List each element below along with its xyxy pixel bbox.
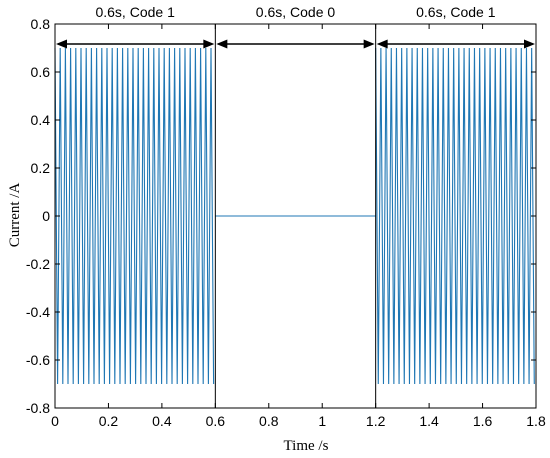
- x-tick-label: 0: [51, 413, 59, 429]
- x-tick-label: 1.8: [526, 413, 546, 429]
- annotation-layer: 0.6s, Code 1 0.6s, Code 0 0.6s, Code 1: [56, 4, 535, 49]
- x-tick-label: 1.4: [419, 413, 439, 429]
- x-tick-label: 1: [318, 413, 326, 429]
- annotation-label: 0.6s, Code 0: [256, 4, 336, 20]
- annotation-arrow-head-left: [376, 39, 388, 49]
- annotation-arrow-head-left: [216, 39, 228, 49]
- x-tick-label: 1.6: [473, 413, 493, 429]
- y-tick-label: -0.8: [26, 400, 50, 416]
- x-tick-label: 0.6: [206, 413, 226, 429]
- y-tick-label: -0.4: [26, 304, 50, 320]
- series-0-segment-2: [375, 47, 535, 385]
- signal-layer: [54, 47, 535, 385]
- y-axis-title: Current /A: [7, 183, 23, 248]
- y-tick-label: 0.6: [31, 64, 51, 80]
- y-tick-label: -0.2: [26, 256, 50, 272]
- annotation-arrow-head-right: [203, 39, 215, 49]
- y-tick-label: -0.6: [26, 352, 50, 368]
- annotation-arrow-head-left: [56, 39, 67, 49]
- x-tick-label: 1.2: [366, 413, 386, 429]
- y-tick-label: 0.2: [31, 160, 51, 176]
- annotation-label: 0.6s, Code 1: [95, 4, 175, 20]
- annotation-label: 0.6s, Code 1: [416, 4, 496, 20]
- y-tick-label: 0.8: [31, 16, 51, 32]
- y-tick-label: 0.4: [31, 112, 51, 128]
- x-tick-label: 0.2: [99, 413, 119, 429]
- series-0-segment-0: [54, 47, 215, 385]
- annotation-arrow-head-right: [524, 39, 535, 49]
- y-tick-label: 0: [42, 208, 50, 224]
- x-axis-title: Time /s: [284, 438, 329, 454]
- x-tick-label: 0.8: [259, 413, 279, 429]
- x-tick-label: 0.4: [152, 413, 172, 429]
- annotation-arrow-head-right: [363, 39, 375, 49]
- divider-layer: [214, 24, 377, 408]
- axes-layer: 0 0.2 0.4 0.6 0.8 1 1.2 1.4 1.6 1.8 -0.8 -0.6 -0.4 -0…: [26, 16, 546, 429]
